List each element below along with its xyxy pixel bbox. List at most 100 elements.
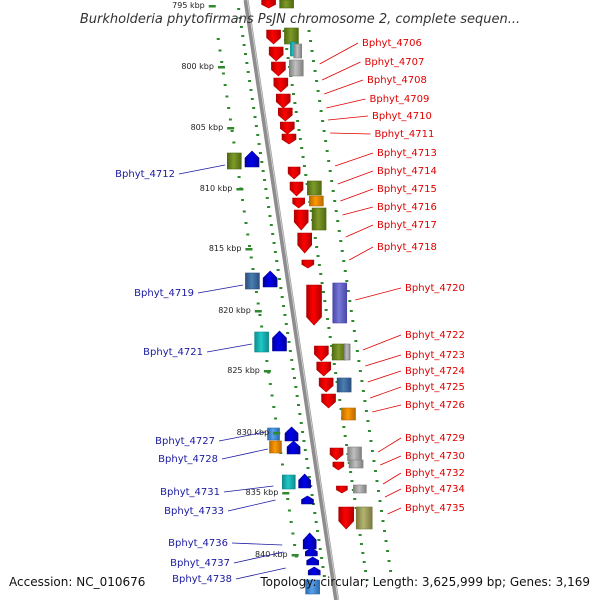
gene-label-forward: Bphyt_4722 — [405, 330, 465, 341]
gene-box — [332, 282, 348, 324]
tick-dot — [355, 350, 359, 352]
tick-dot — [337, 230, 341, 232]
tick-dot — [261, 170, 265, 172]
gene-arrow — [297, 232, 312, 254]
tick-dot — [332, 363, 336, 365]
tick-dot — [280, 296, 284, 298]
gene-label-leader — [380, 455, 402, 466]
kbp-tick — [263, 370, 271, 373]
kbp-label: 800 kbp — [181, 62, 214, 71]
tick-dot — [258, 314, 262, 316]
tick-dot — [343, 435, 347, 437]
tick-dot — [268, 215, 272, 217]
tick-dot — [306, 467, 310, 469]
tick-dot — [334, 210, 338, 212]
tick-dot — [318, 100, 322, 102]
tick-dot — [375, 480, 379, 482]
tick-dot — [345, 444, 349, 446]
gene-label-forward: Bphyt_4716 — [377, 202, 437, 213]
tick-dot — [320, 557, 324, 559]
gene-box — [288, 59, 304, 77]
tick-dot — [258, 152, 262, 154]
tick-dot — [292, 93, 296, 95]
tick-dot — [313, 237, 317, 239]
tick-dot — [282, 305, 286, 307]
tick-dot — [249, 256, 253, 259]
tick-dot — [299, 422, 303, 424]
tick-dot — [361, 390, 365, 392]
gene-label-forward: Bphyt_4710 — [372, 111, 432, 122]
gene-label-leader — [218, 431, 266, 442]
tick-dot — [313, 512, 317, 514]
tick-dot — [381, 520, 385, 522]
tick-dot — [370, 450, 374, 452]
gene-arrow — [286, 440, 301, 455]
tick-dot — [315, 246, 319, 248]
kbp-label: 820 kbp — [218, 306, 251, 315]
tick-dot — [288, 350, 292, 352]
tick-dot — [359, 543, 363, 545]
tick-marks — [216, 8, 393, 581]
gene-label-forward: Bphyt_4725 — [405, 382, 465, 393]
gene-label-leader — [233, 551, 284, 564]
tick-dot — [247, 245, 251, 247]
gene-box — [279, 0, 294, 9]
gene-label-leader — [349, 246, 374, 261]
tick-dot — [280, 463, 284, 466]
gene-box — [348, 459, 364, 469]
tick-dot — [256, 302, 260, 305]
gene-box — [353, 484, 367, 494]
tick-dot — [287, 509, 291, 512]
gene-arrow — [298, 473, 311, 489]
gene-label-leader — [206, 343, 253, 353]
gene-arrow — [287, 166, 301, 180]
kbp-label: 795 kbp — [172, 1, 205, 10]
topology-text: Topology: circular; Length: 3,625,999 bp… — [259, 575, 590, 589]
gene-box — [293, 43, 303, 59]
gene-arrow — [316, 361, 332, 377]
gene-label-leader — [223, 485, 274, 493]
tick-dot — [309, 210, 313, 212]
kbp-label: 805 kbp — [191, 123, 224, 132]
gene-arrow — [275, 93, 291, 109]
gene-features — [227, 0, 373, 595]
tick-dot — [320, 282, 324, 284]
gene-label-reverse: Bphyt_4721 — [143, 347, 203, 358]
tick-dot — [238, 17, 242, 19]
tick-dot — [292, 377, 296, 379]
tick-dot — [293, 102, 297, 104]
gene-box — [311, 207, 327, 231]
tick-dot — [265, 197, 269, 199]
gene-label-forward: Bphyt_4730 — [405, 451, 465, 462]
tick-dot — [291, 368, 295, 370]
gene-arrow — [293, 209, 309, 231]
tick-dot — [242, 44, 246, 46]
gene-label-forward: Bphyt_4714 — [377, 166, 437, 177]
gene-label-leader — [221, 448, 268, 460]
tick-dot — [316, 90, 320, 92]
tick-dot — [318, 548, 322, 550]
gene-label-leader — [337, 170, 374, 185]
tick-dot — [293, 544, 297, 546]
tick-dot — [294, 386, 298, 388]
tick-dot — [380, 510, 384, 512]
gene-arrow — [292, 197, 305, 209]
gene-arrow — [329, 447, 344, 461]
tick-dot — [304, 174, 308, 176]
gene-arrow — [281, 133, 297, 145]
tick-dot — [279, 287, 283, 289]
gene-box — [227, 152, 242, 170]
tick-dot — [364, 570, 368, 572]
gene-arrow — [261, 0, 276, 9]
tick-dot — [297, 404, 301, 406]
gene-label-leader — [342, 206, 374, 216]
tick-dot — [328, 170, 332, 172]
gene-label-leader — [197, 284, 244, 294]
kbp-label: 815 kbp — [209, 244, 242, 253]
gene-arrow — [306, 284, 322, 326]
tick-dot — [290, 84, 294, 86]
tick-dot — [253, 116, 257, 118]
tick-dot — [325, 150, 329, 152]
tick-dot — [350, 480, 354, 482]
tick-dot — [268, 383, 272, 385]
